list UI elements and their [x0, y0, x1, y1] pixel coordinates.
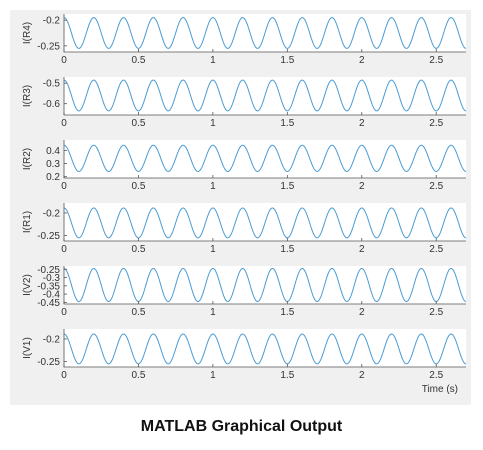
- x-tick-label: 1: [210, 370, 216, 381]
- x-tick-label: 2.5: [429, 181, 443, 192]
- x-tick-label: 0: [61, 244, 67, 255]
- y-tick-label: -0.3: [43, 273, 61, 284]
- y-tick-label: 0.4: [46, 146, 60, 157]
- x-tick-label: 1: [210, 181, 216, 192]
- x-tick-label: 2.5: [429, 55, 443, 66]
- x-tick-label: 2: [359, 55, 365, 66]
- x-tick-label: 2.5: [429, 370, 443, 381]
- x-tick-label: 1: [210, 244, 216, 255]
- y-tick-label: -0.25: [37, 41, 60, 52]
- y-tick-label: -0.2: [43, 16, 61, 27]
- x-tick-label: 1.5: [280, 118, 294, 129]
- x-tick-label: 1: [210, 118, 216, 129]
- subplot-ir2: 0 0.5 1 1.5 2 2.5 0.4 0.3 0.2 I(R2): [22, 140, 467, 192]
- y-tick-label: -0.35: [37, 281, 60, 292]
- x-tick-label: 0.5: [131, 307, 145, 318]
- y-axis-label: I(R3): [22, 85, 33, 107]
- x-tick-label: 1.5: [280, 244, 294, 255]
- x-tick-label: 2: [359, 244, 365, 255]
- y-tick-label: -0.2: [43, 334, 61, 345]
- x-tick-label: 1: [210, 307, 216, 318]
- x-tick-label: 1.5: [280, 307, 294, 318]
- y-tick-label: -0.25: [37, 265, 60, 276]
- y-axis-label: I(R1): [22, 211, 33, 233]
- y-tick-label: -0.4: [43, 290, 61, 301]
- subplot-iv1: 0 0.5 1 1.5 2 2.5 -0.2 -0.25 I(V1) Time (s): [22, 329, 467, 395]
- x-tick-label: 2.5: [429, 244, 443, 255]
- y-tick-label: -0.25: [37, 231, 60, 242]
- x-axis-label: Time (s): [422, 384, 458, 395]
- subplot-ir4: 0 0.5 1 1.5 2 2.5 -0.2 -0.25 I(R4): [22, 14, 467, 66]
- x-tick-label: 0.5: [131, 118, 145, 129]
- x-tick-label: 0.5: [131, 244, 145, 255]
- x-tick-label: 0.5: [131, 55, 145, 66]
- y-axis-label: I(V2): [22, 274, 33, 296]
- subplot-ir3: 0 0.5 1 1.5 2 2.5 -0.5 -0.6 I(R3): [22, 77, 467, 129]
- x-tick-label: 0: [61, 307, 67, 318]
- x-tick-label: 1.5: [280, 55, 294, 66]
- x-tick-label: 2: [359, 370, 365, 381]
- y-tick-label: -0.5: [43, 79, 61, 90]
- subplot-ir1: 0 0.5 1 1.5 2 2.5 -0.2 -0.25 I(R1): [22, 203, 467, 255]
- x-tick-label: 0: [61, 181, 67, 192]
- x-tick-label: 1.5: [280, 181, 294, 192]
- x-tick-label: 0.5: [131, 370, 145, 381]
- series-line: [63, 17, 467, 49]
- x-tick-label: 0: [61, 55, 67, 66]
- x-tick-label: 1: [210, 55, 216, 66]
- x-tick-label: 2.5: [429, 307, 443, 318]
- y-axis-label: I(R2): [22, 148, 33, 170]
- y-tick-label: 0.2: [46, 172, 60, 183]
- y-tick-label: -0.45: [37, 298, 60, 309]
- subplot-iv2: 0 0.5 1 1.5 2 2.5 -0.25-0.3-0.35-0.4-0.45 I(V2): [22, 265, 467, 318]
- x-tick-label: 0: [61, 370, 67, 381]
- x-tick-label: 2: [359, 181, 365, 192]
- y-tick-label: -0.2: [43, 208, 61, 219]
- x-tick-label: 1.5: [280, 370, 294, 381]
- series-line: [63, 333, 467, 365]
- figure-caption: MATLAB Graphical Output: [140, 418, 343, 435]
- series-line: [63, 267, 467, 303]
- x-tick-label: 2: [359, 307, 365, 318]
- x-tick-label: 0.5: [131, 181, 145, 192]
- matlab-figure: 0 0.5 1 1.5 2 2.5 -0.2 -0.25 I(R4) 0 0.5 1 1.5 2 2.5 -0…: [10, 10, 471, 405]
- x-tick-label: 2.5: [429, 118, 443, 129]
- series-line: [63, 207, 467, 239]
- x-tick-label: 0: [61, 118, 67, 129]
- y-tick-label: 0.3: [46, 159, 60, 170]
- y-tick-label: -0.25: [37, 357, 60, 368]
- y-axis-label: I(R4): [22, 22, 33, 44]
- series-line: [63, 79, 467, 112]
- subplot-stack: 0 0.5 1 1.5 2 2.5 -0.2 -0.25 I(R4) 0 0.5 1 1.5 2 2.5 -0…: [22, 14, 467, 395]
- y-tick-label: -0.6: [43, 99, 61, 110]
- x-tick-label: 2: [359, 118, 365, 129]
- y-axis-label: I(V1): [22, 337, 33, 359]
- series-line: [63, 144, 467, 172]
